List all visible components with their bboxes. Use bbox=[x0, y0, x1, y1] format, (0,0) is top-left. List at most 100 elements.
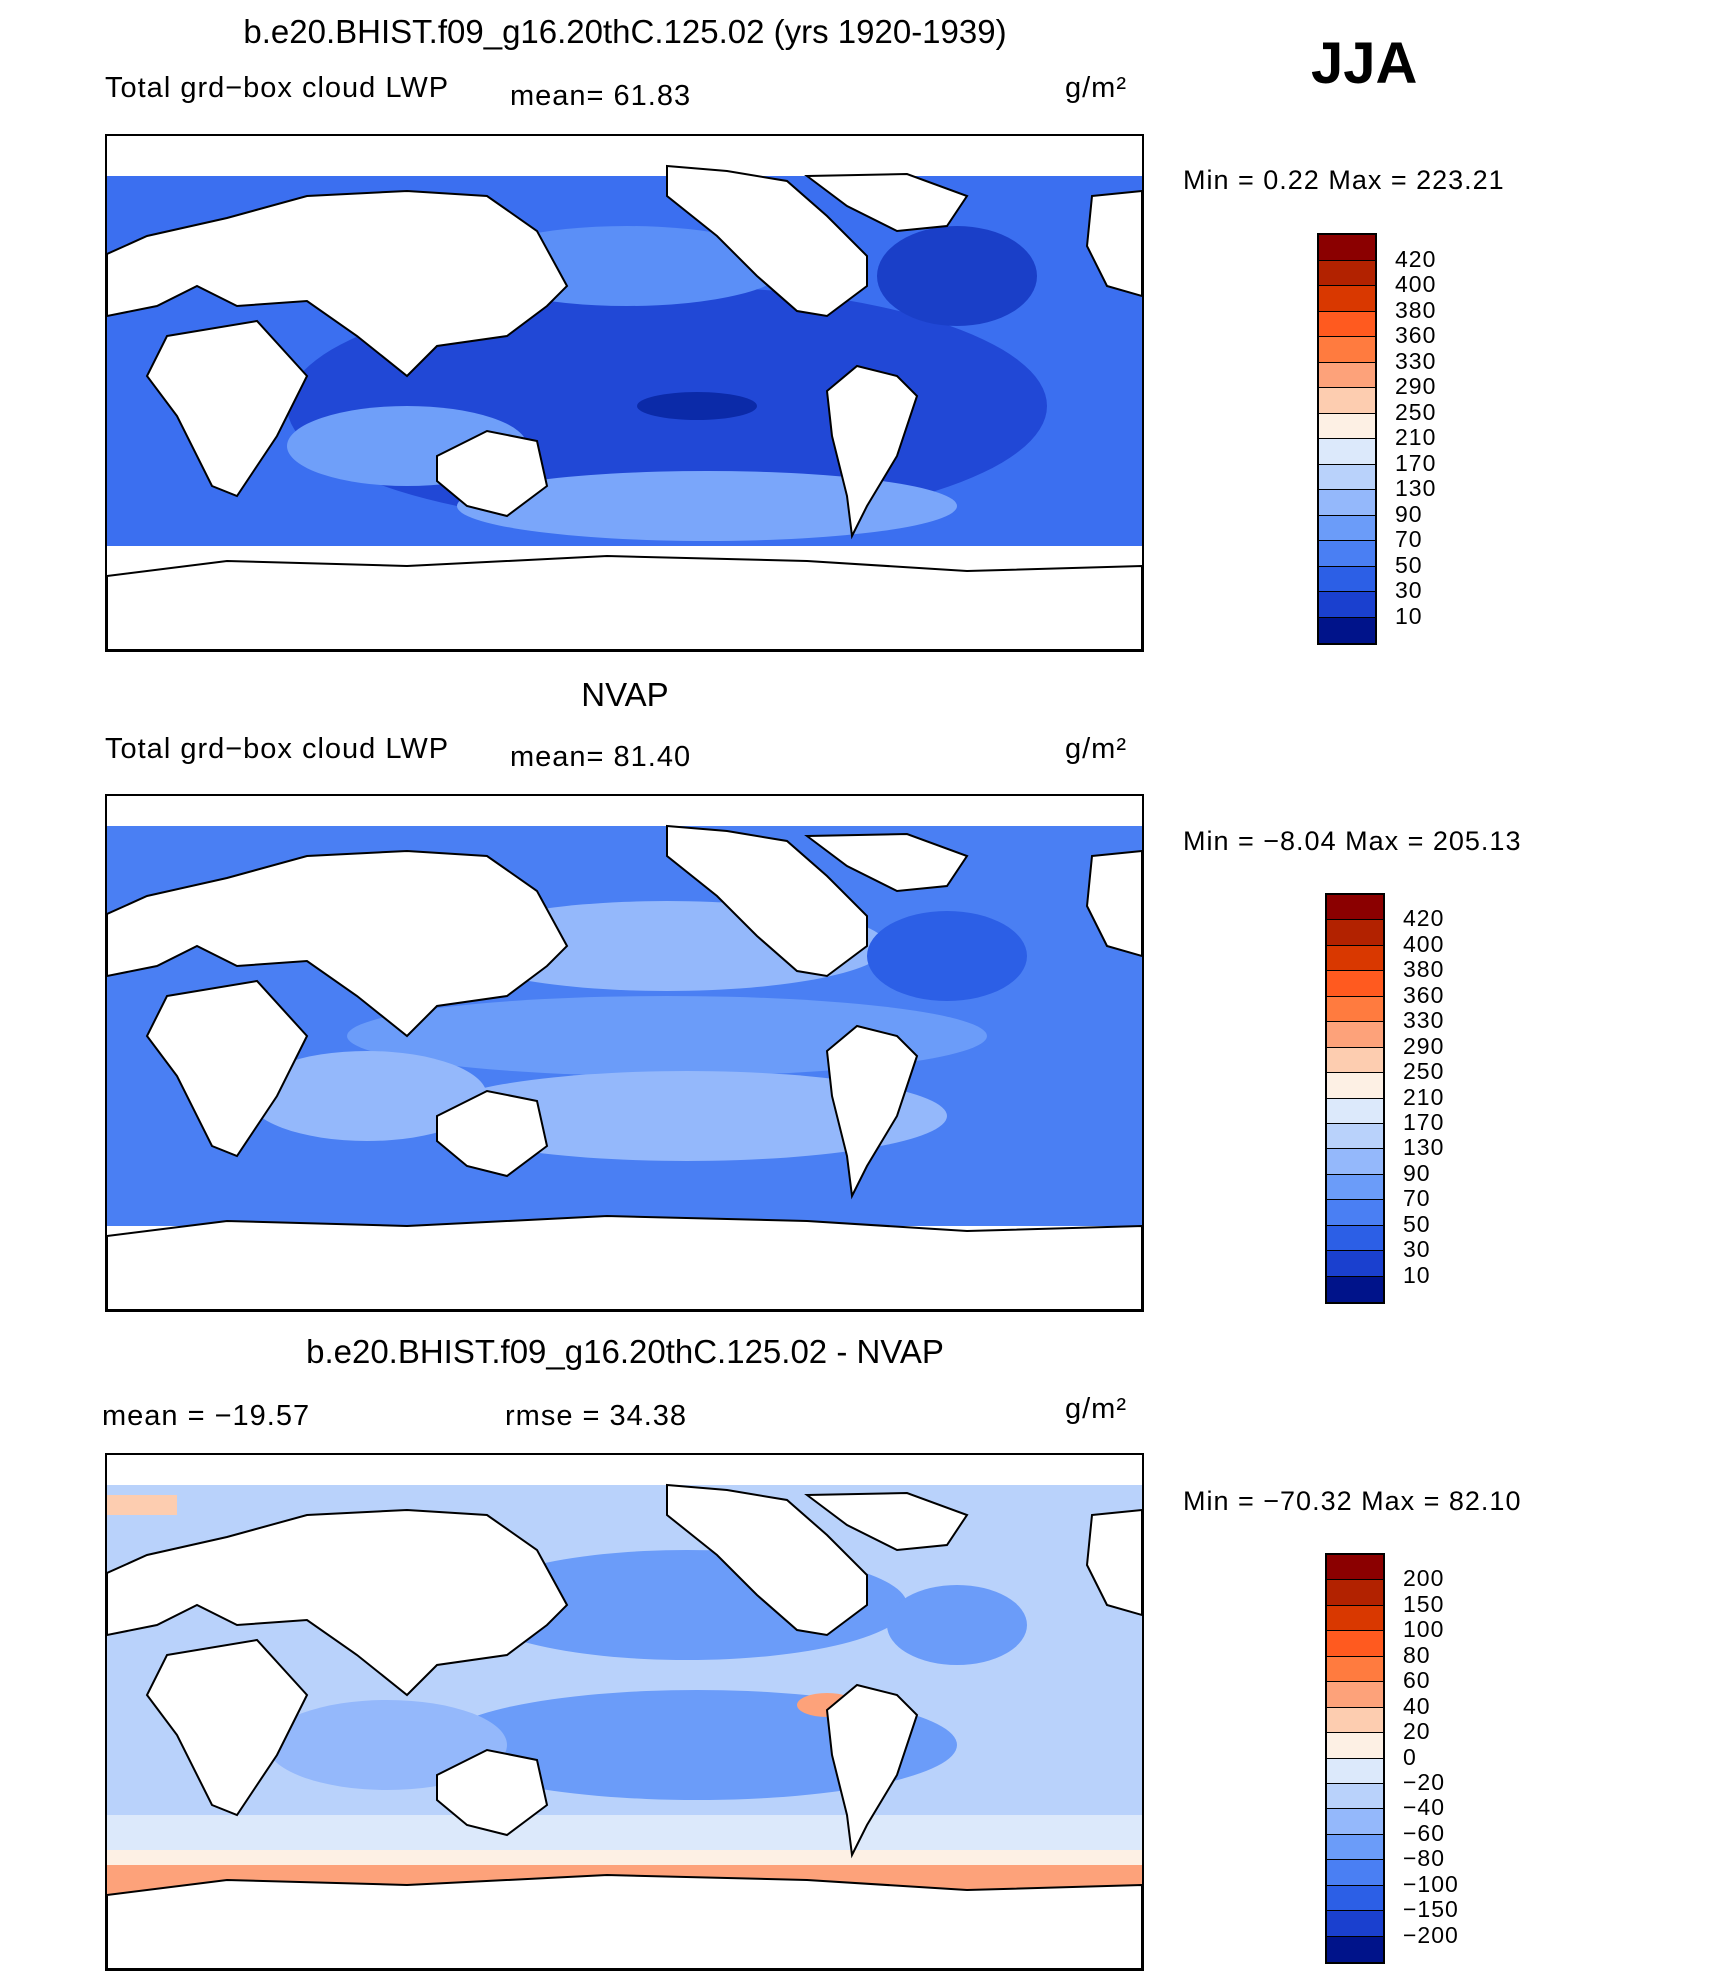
colorbar-swatch bbox=[1327, 895, 1383, 921]
colorbar-swatch bbox=[1319, 592, 1375, 618]
panel1-map bbox=[105, 134, 1144, 652]
colorbar-tick-label: 380 bbox=[1403, 956, 1445, 983]
panel3-min-max: Min = −70.32 Max = 82.10 bbox=[1183, 1486, 1522, 1516]
colorbar-swatch bbox=[1319, 541, 1375, 567]
colorbar-swatch bbox=[1327, 1251, 1383, 1277]
panel3-map bbox=[105, 1453, 1144, 1971]
colorbar-swatch bbox=[1319, 362, 1375, 388]
colorbar-swatch bbox=[1327, 1174, 1383, 1201]
colorbar-tick-label: 60 bbox=[1403, 1667, 1431, 1694]
colorbar-swatch bbox=[1327, 1758, 1383, 1784]
panel2-variable-label: Total grd−box cloud LWP bbox=[105, 733, 450, 765]
panel1-min-max: Min = 0.22 Max = 223.21 bbox=[1183, 165, 1505, 195]
panel1-colorbar bbox=[1317, 233, 1377, 645]
colorbar-tick-label: −80 bbox=[1403, 1845, 1446, 1872]
colorbar-tick-label: 100 bbox=[1403, 1616, 1445, 1643]
colorbar-swatch bbox=[1319, 490, 1375, 516]
panel3-title: b.e20.BHIST.f09_g16.20thC.125.02 - NVAP bbox=[306, 1333, 944, 1370]
colorbar-swatch bbox=[1319, 566, 1375, 592]
colorbar-tick-label: 400 bbox=[1403, 930, 1445, 957]
colorbar-swatch bbox=[1319, 235, 1375, 261]
colorbar-tick-label: 200 bbox=[1403, 1565, 1445, 1592]
colorbar-swatch bbox=[1327, 1149, 1383, 1175]
colorbar-tick-label: 330 bbox=[1403, 1007, 1445, 1034]
colorbar-tick-label: 290 bbox=[1403, 1032, 1445, 1059]
colorbar-tick-label: 360 bbox=[1395, 322, 1437, 348]
colorbar-tick-label: 290 bbox=[1395, 373, 1437, 399]
colorbar-swatch bbox=[1319, 260, 1375, 286]
panel3-colorbar bbox=[1325, 1553, 1385, 1964]
colorbar-swatch bbox=[1327, 1225, 1383, 1252]
colorbar-tick-label: 250 bbox=[1403, 1058, 1445, 1085]
colorbar-swatch bbox=[1327, 1733, 1383, 1759]
panel1-unit: g/m² bbox=[1065, 72, 1127, 104]
panel2-unit: g/m² bbox=[1065, 733, 1127, 765]
colorbar-tick-label: 40 bbox=[1403, 1692, 1431, 1719]
colorbar-tick-label: 400 bbox=[1395, 271, 1437, 297]
colorbar-swatch bbox=[1327, 1707, 1383, 1734]
colorbar-swatch bbox=[1319, 286, 1375, 312]
colorbar-swatch bbox=[1327, 1276, 1383, 1302]
colorbar-tick-label: −100 bbox=[1403, 1870, 1459, 1897]
colorbar-tick-label: 50 bbox=[1403, 1210, 1431, 1237]
panel1-title: b.e20.BHIST.f09_g16.20thC.125.02 (yrs 19… bbox=[243, 13, 1007, 50]
colorbar-swatch bbox=[1327, 1073, 1383, 1099]
season-label: JJA bbox=[1311, 31, 1418, 96]
colorbar-tick-label: 170 bbox=[1403, 1108, 1445, 1135]
colorbar-swatch bbox=[1319, 464, 1375, 490]
colorbar-tick-label: 70 bbox=[1403, 1185, 1431, 1212]
panel2-min-max: Min = −8.04 Max = 205.13 bbox=[1183, 826, 1522, 856]
colorbar-tick-label: 10 bbox=[1395, 602, 1423, 629]
colorbar-tick-label: 20 bbox=[1403, 1718, 1431, 1745]
colorbar-tick-label: 30 bbox=[1403, 1236, 1431, 1263]
panel1-variable-label: Total grd−box cloud LWP bbox=[105, 72, 450, 104]
colorbar-swatch bbox=[1327, 1911, 1383, 1937]
colorbar-swatch bbox=[1327, 1783, 1383, 1810]
colorbar-swatch bbox=[1327, 1605, 1383, 1632]
colorbar-tick-label: 90 bbox=[1395, 500, 1423, 527]
colorbar-swatch bbox=[1319, 388, 1375, 414]
colorbar-tick-label: 330 bbox=[1395, 347, 1437, 374]
colorbar-swatch bbox=[1327, 1936, 1383, 1962]
colorbar-swatch bbox=[1327, 920, 1383, 946]
panel2-map bbox=[105, 794, 1144, 1312]
colorbar-swatch bbox=[1319, 311, 1375, 337]
colorbar-tick-label: 0 bbox=[1403, 1743, 1417, 1770]
colorbar-swatch bbox=[1327, 996, 1383, 1023]
colorbar-tick-label: 130 bbox=[1395, 475, 1437, 501]
colorbar-tick-label: 420 bbox=[1395, 245, 1437, 272]
colorbar-swatch bbox=[1327, 1834, 1383, 1861]
colorbar-tick-label: 170 bbox=[1395, 449, 1437, 476]
panel3-rmse: rmse = 34.38 bbox=[505, 1400, 688, 1432]
colorbar-tick-label: 420 bbox=[1403, 905, 1445, 932]
colorbar-swatch bbox=[1327, 1022, 1383, 1048]
colorbar-tick-label: −60 bbox=[1403, 1819, 1446, 1846]
colorbar-tick-label: 360 bbox=[1403, 981, 1445, 1008]
colorbar-swatch bbox=[1319, 337, 1375, 363]
panel2-mean: mean= 81.40 bbox=[510, 741, 692, 773]
colorbar-swatch bbox=[1327, 1580, 1383, 1606]
colorbar-tick-label: 210 bbox=[1403, 1083, 1445, 1110]
colorbar-swatch bbox=[1327, 1631, 1383, 1657]
colorbar-tick-label: 50 bbox=[1395, 551, 1423, 578]
colorbar-swatch bbox=[1327, 945, 1383, 972]
colorbar-swatch bbox=[1327, 1860, 1383, 1886]
colorbar-swatch bbox=[1327, 1809, 1383, 1835]
colorbar-swatch bbox=[1327, 1123, 1383, 1150]
colorbar-tick-label: −200 bbox=[1403, 1921, 1459, 1948]
colorbar-tick-label: 150 bbox=[1403, 1590, 1445, 1617]
colorbar-tick-label: 30 bbox=[1395, 577, 1423, 603]
colorbar-swatch bbox=[1327, 1656, 1383, 1683]
colorbar-swatch bbox=[1319, 515, 1375, 541]
colorbar-swatch bbox=[1327, 1682, 1383, 1708]
colorbar-tick-label: 210 bbox=[1395, 424, 1437, 450]
colorbar-tick-label: −20 bbox=[1403, 1768, 1446, 1795]
colorbar-swatch bbox=[1319, 439, 1375, 465]
colorbar-swatch bbox=[1319, 413, 1375, 439]
panel3-mean: mean = −19.57 bbox=[102, 1400, 311, 1432]
panel2-title: NVAP bbox=[581, 676, 669, 713]
colorbar-tick-label: 130 bbox=[1403, 1134, 1445, 1161]
panel3-unit: g/m² bbox=[1065, 1393, 1127, 1425]
panel2-colorbar bbox=[1325, 893, 1385, 1304]
colorbar-swatch bbox=[1319, 617, 1375, 643]
